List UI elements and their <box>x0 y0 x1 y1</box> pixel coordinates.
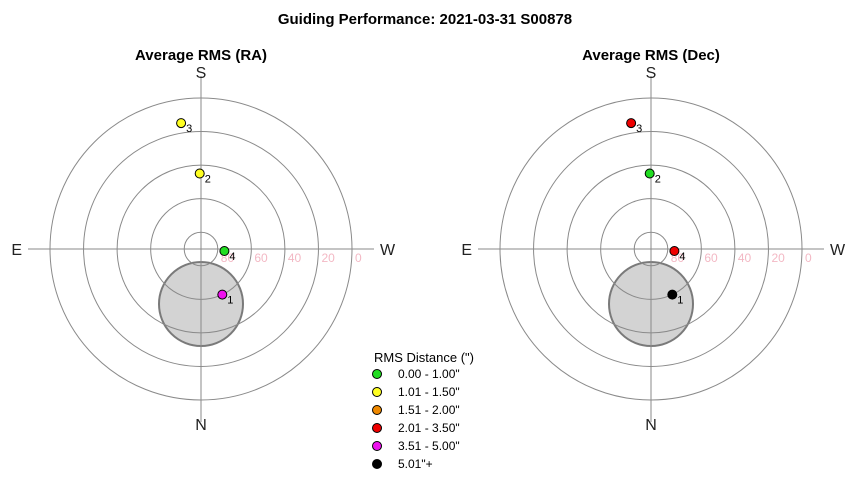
data-point-label: 2 <box>655 174 661 186</box>
altitude-tick-label: 40 <box>288 251 302 265</box>
plot-title: Average RMS (Dec) <box>582 47 720 64</box>
compass-south: S <box>646 65 657 82</box>
data-point-label: 1 <box>227 295 233 307</box>
altitude-tick-label: 0 <box>355 251 362 265</box>
compass-north: N <box>645 417 657 434</box>
legend-swatch <box>372 441 382 451</box>
legend-item-label: 1.51 - 2.00" <box>398 403 460 417</box>
legend-swatch <box>372 423 382 433</box>
data-point-label: 4 <box>229 251 235 263</box>
legend-swatch <box>372 369 382 379</box>
legend-title: RMS Distance (") <box>374 350 474 365</box>
data-point-4 <box>219 246 230 256</box>
compass-south: S <box>196 65 207 82</box>
legend-item-label: 1.01 - 1.50" <box>398 385 460 399</box>
legend-item-label: 0.00 - 1.00" <box>398 367 460 381</box>
data-point-2 <box>644 168 655 179</box>
data-point-1 <box>667 289 678 300</box>
compass-west: W <box>830 242 846 259</box>
altitude-tick-label: 40 <box>738 251 752 265</box>
legend-item-label: 5.01"+ <box>398 457 433 471</box>
data-point-3 <box>176 118 187 129</box>
altitude-tick-label: 20 <box>771 251 785 265</box>
data-point-label: 3 <box>186 123 192 135</box>
compass-east: E <box>461 242 472 259</box>
data-point-2 <box>194 168 205 179</box>
altitude-tick-label: 0 <box>805 251 812 265</box>
legend-swatch <box>372 387 382 397</box>
altitude-tick-label: 60 <box>254 251 268 265</box>
data-point-label: 3 <box>636 123 642 135</box>
legend-item-label: 3.51 - 5.00" <box>398 439 460 453</box>
chart-main-title: Guiding Performance: 2021-03-31 S00878 <box>278 11 572 28</box>
altitude-tick-label: 60 <box>704 251 718 265</box>
data-point-label: 1 <box>677 295 683 307</box>
legend-item-label: 2.01 - 3.50" <box>398 421 460 435</box>
legend: RMS Distance (") 0.00 - 1.00" 1.01 - 1.50"… <box>372 350 474 471</box>
data-point-label: 2 <box>205 174 211 186</box>
data-point-3 <box>626 118 637 129</box>
data-point-4 <box>669 246 680 256</box>
compass-west: W <box>380 242 396 259</box>
compass-north: N <box>195 417 207 434</box>
data-point-1 <box>217 289 228 300</box>
compass-east: E <box>11 242 22 259</box>
legend-swatch <box>372 459 382 469</box>
data-point-label: 4 <box>679 251 685 263</box>
plot-title: Average RMS (RA) <box>135 47 267 64</box>
legend-swatch <box>372 405 382 415</box>
altitude-tick-label: 20 <box>321 251 335 265</box>
